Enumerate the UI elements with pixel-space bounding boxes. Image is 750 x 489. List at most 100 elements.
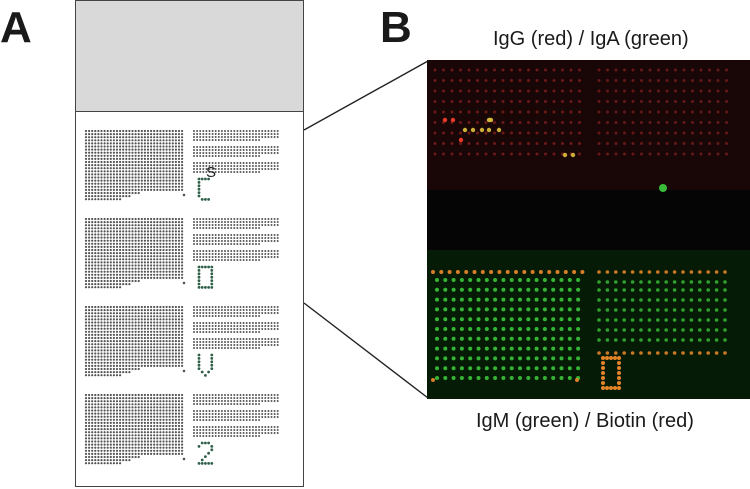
- scan-spot-red: [527, 142, 530, 145]
- slide-spot: [264, 165, 267, 167]
- slide-spot: [94, 239, 97, 242]
- slide-spot: [220, 419, 223, 421]
- slide-spot: [106, 286, 109, 289]
- slide-spot: [91, 358, 94, 361]
- slide-spot: [106, 418, 109, 421]
- slide-spot: [242, 325, 245, 327]
- slide-spot: [165, 154, 168, 157]
- slide-spot: [236, 218, 239, 220]
- slide-spot: [255, 410, 257, 412]
- scan-spot-red: [518, 68, 522, 72]
- slide-spot: [174, 261, 177, 264]
- slide-spot: [171, 318, 174, 321]
- slide-spot: [88, 142, 91, 145]
- slide-spot: [227, 149, 230, 151]
- slide-spot: [88, 400, 91, 403]
- scan-spot-green: [534, 336, 539, 341]
- slide-spot: [88, 154, 91, 157]
- slide-spot: [153, 336, 156, 340]
- scan-spot-green: [706, 288, 710, 292]
- scan-spot-green: [493, 376, 498, 380]
- slide-spot: [94, 136, 97, 139]
- slide-spot: [94, 145, 97, 148]
- slide-spot: [220, 146, 223, 148]
- slide-spot: [88, 418, 91, 421]
- slide-spot: [103, 421, 106, 424]
- slide-spot: [100, 173, 103, 176]
- slide-spot: [251, 139, 254, 141]
- slide-spot: [97, 261, 100, 264]
- scan-spot-orange: [672, 351, 677, 355]
- slide-spot: [106, 283, 109, 286]
- scan-spot-orange: [431, 270, 435, 274]
- slide-spot: [143, 227, 146, 230]
- slide-spot: [128, 349, 131, 352]
- slide-spot: [224, 168, 226, 170]
- slide-spot: [217, 429, 220, 431]
- slide-spot: [140, 449, 143, 452]
- slide-spot: [146, 318, 150, 321]
- slide-spot: [196, 309, 199, 311]
- slide-spot: [156, 355, 159, 358]
- slide-spot: [112, 261, 115, 264]
- scan-spot-red: [510, 100, 513, 103]
- slide-spot: [174, 452, 177, 455]
- slide-spot: [165, 221, 168, 224]
- slide-spot: [91, 157, 94, 160]
- slide-spot: [134, 267, 137, 270]
- scan-spot-green: [476, 346, 481, 351]
- slide-spot: [125, 176, 128, 179]
- scan-spot-red: [614, 89, 618, 93]
- slide-spot: [84, 239, 88, 242]
- slide-spot: [84, 154, 88, 157]
- slide-spot: [125, 305, 128, 309]
- slide-spot: [119, 227, 122, 230]
- glyph-spot: [200, 286, 204, 289]
- slide-spot: [156, 330, 159, 333]
- scan-spot-red: [561, 121, 564, 124]
- slide-spot: [177, 129, 181, 133]
- slide-spot: [134, 309, 137, 312]
- slide-spot: [131, 312, 134, 315]
- glyph-spot: [197, 191, 201, 195]
- slide-spot: [88, 145, 91, 148]
- scan-spot-green: [551, 327, 556, 331]
- slide-spot: [84, 252, 88, 255]
- slide-spot: [143, 446, 146, 449]
- slide-spot: [88, 170, 91, 173]
- slide-spot: [245, 397, 248, 399]
- slide-spot: [236, 171, 239, 173]
- slide-spot: [255, 139, 257, 141]
- scan-spot-green: [509, 317, 514, 322]
- slide-spot: [88, 157, 91, 160]
- slide-spot: [224, 344, 226, 346]
- slide-spot: [205, 312, 208, 314]
- slide-spot: [242, 312, 245, 314]
- slide-spot: [205, 149, 208, 151]
- slide-spot: [196, 165, 199, 167]
- slide-spot: [131, 446, 134, 449]
- glyph-spot: [210, 275, 214, 279]
- slide-spot: [84, 185, 88, 188]
- slide-spot: [119, 409, 122, 412]
- slide-spot: [159, 406, 162, 409]
- slide-spot: [109, 261, 112, 264]
- slide-spot: [165, 164, 168, 167]
- slide-spot: [84, 273, 88, 276]
- slide-spot: [100, 361, 103, 364]
- slide-spot: [251, 221, 254, 223]
- scan-spot-green: [622, 328, 626, 332]
- slide-spot: [162, 400, 165, 403]
- slide-spot: [94, 327, 97, 330]
- slide-spot: [153, 403, 156, 406]
- slide-spot: [162, 221, 165, 224]
- glyph-spot: [210, 286, 214, 289]
- slide-spot: [220, 306, 223, 308]
- slide-spot: [103, 176, 106, 179]
- slide-spot: [248, 328, 251, 330]
- scan-spot-green: [567, 376, 572, 380]
- slide-spot: [202, 130, 205, 132]
- scan-glyph-spot: [609, 356, 613, 360]
- slide-spot: [84, 462, 88, 465]
- slide-spot: [125, 424, 128, 428]
